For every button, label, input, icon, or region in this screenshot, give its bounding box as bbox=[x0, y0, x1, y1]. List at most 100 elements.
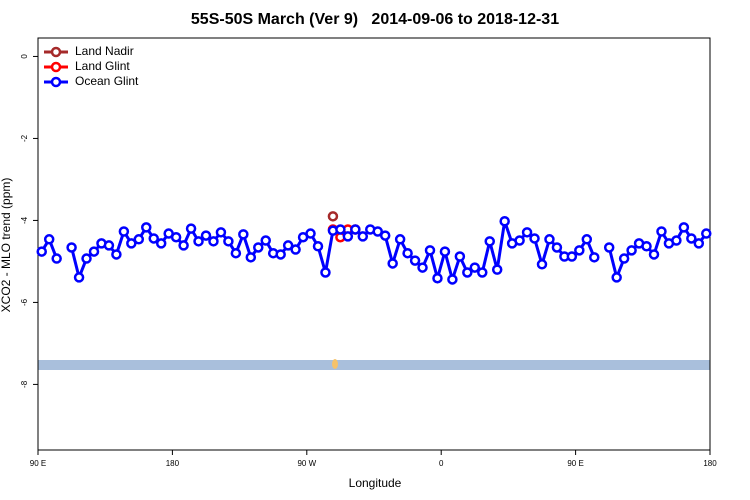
data-point bbox=[178, 240, 189, 251]
data-point bbox=[701, 228, 712, 239]
data-point bbox=[387, 258, 398, 269]
data-point bbox=[88, 246, 100, 257]
data-point bbox=[223, 236, 234, 247]
data-point bbox=[342, 231, 354, 242]
legend-label: Land Nadir bbox=[75, 44, 134, 58]
data-point bbox=[282, 240, 294, 251]
y-tick-label: -4 bbox=[20, 216, 29, 224]
data-point bbox=[581, 234, 593, 245]
data-point bbox=[185, 223, 197, 234]
data-point bbox=[312, 241, 324, 252]
data-point bbox=[454, 251, 466, 262]
data-point bbox=[253, 242, 264, 253]
data-point bbox=[155, 238, 167, 249]
data-point bbox=[73, 272, 85, 283]
x-tick-label: 180 bbox=[703, 459, 717, 468]
x-axis-label: Longitude bbox=[349, 476, 402, 490]
data-point bbox=[611, 272, 622, 283]
legend-marker bbox=[50, 46, 62, 58]
data-point bbox=[648, 249, 660, 260]
data-point bbox=[357, 231, 369, 242]
y-tick-label: 0 bbox=[20, 54, 29, 59]
data-point bbox=[424, 245, 436, 256]
x-tick-label: 90 E bbox=[30, 459, 46, 468]
data-point bbox=[462, 267, 473, 278]
y-tick-label: -2 bbox=[20, 134, 29, 142]
data-point bbox=[417, 262, 428, 273]
data-point bbox=[678, 222, 690, 233]
data-point bbox=[238, 229, 249, 240]
data-point bbox=[43, 234, 55, 245]
chart-title: 55S-50S March (Ver 9) 2014-09-06 to 2018… bbox=[191, 11, 559, 28]
data-point bbox=[484, 236, 495, 247]
data-point bbox=[656, 226, 667, 237]
data-point bbox=[551, 242, 563, 253]
data-point bbox=[447, 274, 458, 285]
data-point bbox=[275, 249, 286, 260]
data-point bbox=[36, 246, 47, 257]
x-tick-label: 90 E bbox=[567, 459, 583, 468]
data-point bbox=[589, 252, 600, 263]
data-point bbox=[170, 231, 182, 243]
data-point bbox=[432, 272, 443, 284]
data-point bbox=[335, 224, 346, 235]
data-point bbox=[491, 264, 503, 275]
x-tick-label: 0 bbox=[439, 459, 444, 468]
data-point bbox=[200, 230, 212, 241]
legend-label: Ocean Glint bbox=[75, 74, 139, 88]
data-point bbox=[618, 253, 630, 264]
data-point bbox=[245, 252, 257, 263]
legend-label: Land Glint bbox=[75, 59, 130, 73]
x-tick-label: 180 bbox=[166, 459, 180, 468]
y-tick-label: -8 bbox=[20, 380, 29, 388]
data-point bbox=[641, 241, 652, 252]
data-point bbox=[379, 230, 391, 241]
data-point bbox=[521, 227, 533, 238]
data-point bbox=[51, 253, 62, 264]
y-axis-label: XCO2 - MLO trend (ppm) bbox=[0, 178, 13, 313]
data-point bbox=[394, 234, 406, 245]
data-point bbox=[566, 251, 578, 262]
data-point bbox=[320, 267, 331, 278]
data-point bbox=[118, 226, 130, 237]
data-point bbox=[626, 245, 637, 256]
data-point bbox=[327, 211, 339, 222]
data-point bbox=[529, 233, 540, 244]
data-point bbox=[230, 247, 242, 259]
data-point bbox=[603, 242, 615, 253]
data-point bbox=[111, 249, 122, 260]
data-point bbox=[439, 246, 451, 257]
data-point bbox=[536, 259, 548, 270]
data-point bbox=[103, 240, 115, 251]
data-point bbox=[574, 245, 585, 256]
legend-marker bbox=[50, 76, 62, 88]
data-point bbox=[81, 253, 92, 264]
land-marker bbox=[332, 359, 338, 369]
data-point bbox=[148, 233, 159, 244]
data-point bbox=[499, 215, 510, 227]
data-point bbox=[141, 222, 152, 233]
data-point bbox=[693, 238, 705, 249]
y-tick-label: -6 bbox=[20, 298, 29, 306]
data-point bbox=[208, 236, 219, 247]
data-point bbox=[671, 235, 682, 246]
data-point bbox=[402, 247, 413, 259]
data-point bbox=[193, 236, 204, 247]
data-point bbox=[305, 228, 316, 239]
data-point bbox=[126, 238, 137, 249]
data-point bbox=[477, 267, 488, 278]
data-point bbox=[350, 224, 361, 235]
data-point bbox=[290, 244, 301, 255]
data-point bbox=[409, 255, 421, 266]
legend-marker bbox=[50, 61, 62, 73]
surface-strip bbox=[38, 360, 710, 370]
data-point bbox=[686, 233, 697, 244]
data-point bbox=[514, 235, 525, 246]
data-point bbox=[133, 234, 145, 245]
data-point bbox=[215, 227, 227, 238]
plot-frame bbox=[37, 37, 711, 451]
data-point bbox=[469, 262, 481, 273]
data-point bbox=[372, 226, 383, 237]
data-point bbox=[544, 234, 555, 245]
